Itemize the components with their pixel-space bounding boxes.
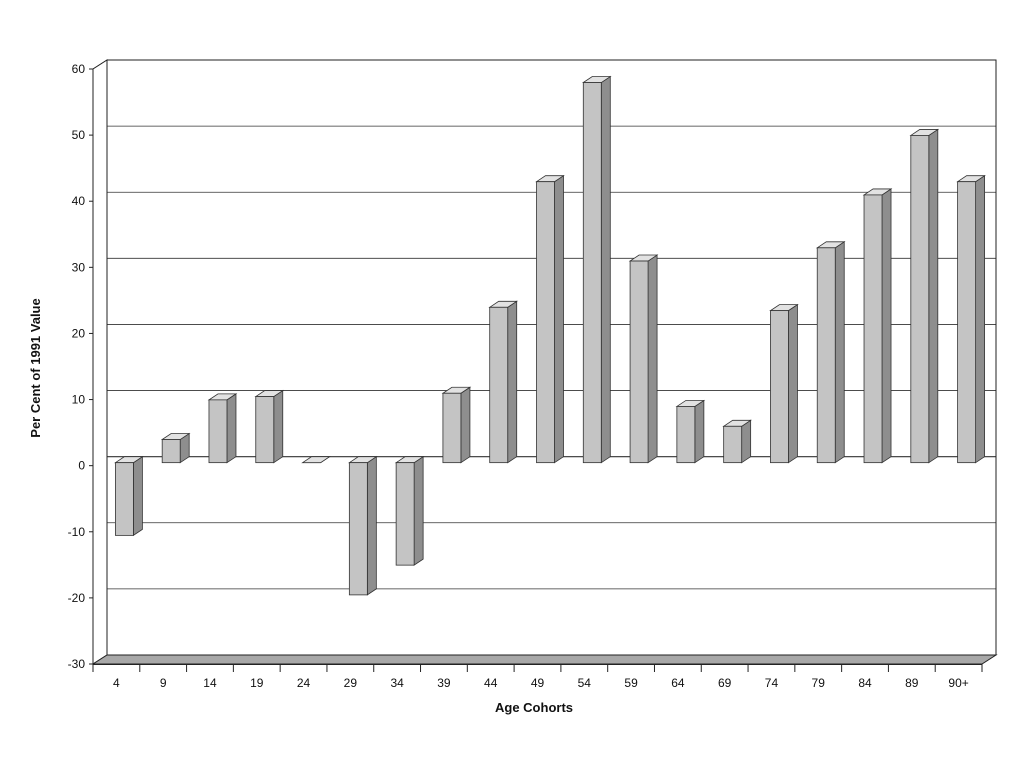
x-tick-label: 29 (344, 676, 358, 690)
x-axis-tick-labels: 4 9 14 19 24 29 34 39 44 49 54 59 64 69 74 79 84 89 90+ (92, 664, 983, 690)
bar-side (975, 174, 986, 464)
bar (581, 75, 612, 464)
bar (956, 174, 986, 464)
bar-side (881, 188, 892, 464)
bar-front (629, 260, 649, 464)
bar-front (395, 462, 415, 566)
x-tick-label: 89 (905, 676, 919, 690)
x-tick-label: 4 (113, 676, 120, 690)
x-tick-label: 39 (437, 676, 451, 690)
y-tick-label: 20 (72, 326, 86, 340)
bar-side (788, 303, 798, 464)
bar-front (816, 247, 836, 464)
side-wall (92, 59, 108, 665)
x-tick-label: 24 (297, 676, 311, 690)
y-tick-label: 40 (72, 194, 86, 208)
chart-floor (91, 654, 998, 665)
bar-front (910, 135, 930, 464)
x-tick-label: 64 (671, 676, 685, 690)
bar-side (554, 174, 564, 464)
y-tick-label: -20 (68, 591, 86, 605)
x-tick-label: 49 (531, 676, 545, 690)
bar-side (694, 399, 705, 464)
y-tick-label: -10 (68, 525, 86, 539)
bar-front (676, 406, 696, 464)
bar-front (208, 399, 228, 464)
x-tick-label: 9 (160, 676, 167, 690)
bar (441, 386, 472, 464)
bar (394, 455, 425, 566)
bar-front (536, 181, 555, 464)
bar-front (255, 396, 275, 464)
x-tick-label: 14 (203, 676, 217, 690)
bar (348, 455, 378, 596)
bar (815, 241, 846, 464)
bar-front (348, 462, 368, 596)
plot-frame (91, 59, 998, 665)
bar-front (582, 82, 602, 464)
bar-side (460, 386, 471, 464)
bar-side (366, 455, 377, 596)
bar-front (489, 306, 509, 464)
bar-front (114, 462, 134, 536)
y-tick-label: 50 (72, 128, 86, 142)
x-tick-label: 54 (578, 676, 592, 690)
bar (769, 303, 799, 464)
bar (628, 254, 659, 464)
bar-front (770, 310, 789, 464)
bar-side (413, 455, 424, 566)
bar (675, 399, 706, 464)
bar (722, 419, 752, 464)
x-tick-label: 74 (765, 676, 779, 690)
bar-top (301, 456, 331, 464)
bar-side (647, 254, 658, 464)
bar (207, 393, 238, 464)
bar-side (273, 389, 284, 464)
y-tick-label: 10 (72, 393, 86, 407)
x-tick-label: 84 (858, 676, 872, 690)
bar-side (507, 300, 518, 464)
bar-front (161, 439, 181, 464)
x-tick-label: 79 (812, 676, 826, 690)
bar (114, 455, 144, 537)
bar-side (741, 419, 752, 464)
x-tick-label: 44 (484, 676, 498, 690)
y-axis-tick-labels: 60 50 40 30 20 10 0 -10 -20 -30 (68, 62, 93, 671)
bar (254, 389, 285, 464)
x-tick-label: 34 (390, 676, 404, 690)
bar (301, 456, 331, 464)
x-tick-label: 59 (624, 676, 638, 690)
bar-front (863, 194, 883, 464)
bar-front (723, 425, 743, 464)
bar-side (226, 393, 237, 464)
bar-side (600, 75, 611, 464)
x-axis-title: Age Cohorts (495, 700, 573, 715)
y-tick-label: 0 (78, 459, 85, 473)
bar (535, 174, 565, 464)
bars (114, 75, 986, 596)
y-axis-title: Per Cent of 1991 Value (28, 298, 43, 437)
y-tick-label: 60 (72, 62, 86, 76)
y-tick-label: -30 (68, 657, 86, 671)
x-tick-label: 69 (718, 676, 732, 690)
bar (909, 128, 940, 464)
bar (488, 300, 519, 464)
bar (160, 432, 191, 464)
bar (862, 188, 893, 464)
x-tick-label: 19 (250, 676, 264, 690)
y-tick-label: 30 (72, 260, 86, 274)
bar-side (132, 455, 143, 537)
bar-front (442, 392, 462, 464)
bar-side (834, 241, 845, 464)
x-tick-label: 90+ (948, 676, 968, 690)
bar-front (957, 181, 977, 464)
bar-side (928, 128, 939, 464)
